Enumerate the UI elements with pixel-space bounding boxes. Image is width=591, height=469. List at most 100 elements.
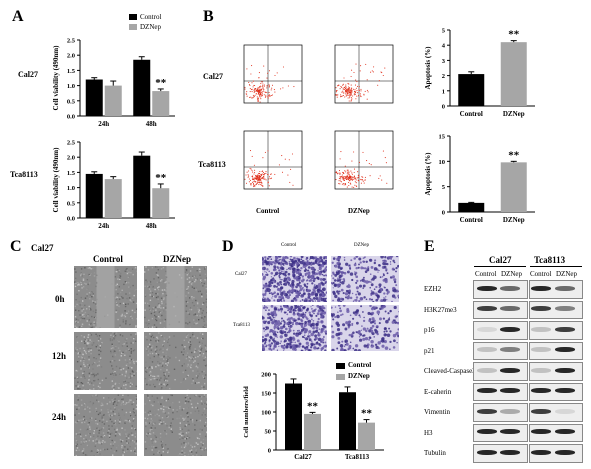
wound-gap xyxy=(96,266,115,328)
y-tick-label: 4 xyxy=(442,43,446,50)
legend-d-swatch-control xyxy=(336,363,345,369)
y-tick-label: 1.0 xyxy=(67,83,75,90)
flow-y-axis xyxy=(327,44,334,104)
y-tick-label: 200 xyxy=(261,372,271,379)
wound-col-control: Control xyxy=(93,254,123,264)
wb-band xyxy=(531,449,551,455)
flow-plot-tca8113-control xyxy=(236,130,303,190)
flow-dots xyxy=(244,150,294,188)
wound-image-12h-dznep xyxy=(144,332,207,390)
wb-band xyxy=(555,408,575,414)
wound-image-12h-control xyxy=(74,332,137,390)
x-tick-label: Tca8113 xyxy=(345,453,370,461)
photo-background xyxy=(144,394,207,456)
y-tick-label: 2.5 xyxy=(67,140,76,147)
wb-band xyxy=(555,429,575,435)
wb-band xyxy=(555,285,575,291)
wb-band xyxy=(500,347,520,353)
y-tick-label: 2.5 xyxy=(67,38,76,45)
x-tick-label: DZNep xyxy=(503,110,525,118)
flow-dots xyxy=(244,65,295,103)
photo-background xyxy=(144,332,207,390)
wb-band xyxy=(477,347,497,353)
cell-texture xyxy=(74,266,137,328)
bar xyxy=(285,383,302,450)
bar xyxy=(152,188,170,218)
flow-y-axis xyxy=(327,130,334,190)
wb-band xyxy=(500,449,520,455)
wound-row-12h: 12h xyxy=(52,351,67,361)
bar xyxy=(500,162,527,212)
y-tick-label: 0 xyxy=(442,104,445,111)
y-tick-label: 5 xyxy=(442,28,446,35)
wb-lane-2: DZNep xyxy=(501,270,522,278)
y-tick-label: 5 xyxy=(442,184,446,191)
wb-group-tca8113: Tca8113 xyxy=(534,255,566,265)
transwell-image-cal27-dznep xyxy=(331,256,399,302)
wound-image-24h-control xyxy=(74,394,137,456)
wound-row-24h: 24h xyxy=(52,412,67,422)
wb-protein-label: p16 xyxy=(424,326,435,334)
cell-texture xyxy=(74,394,137,456)
flow-frame xyxy=(334,130,394,190)
y-tick-label: 0 xyxy=(268,448,271,455)
wb-band xyxy=(555,306,575,312)
wb-protein-label: Tubulin xyxy=(424,449,446,457)
wb-protein-label: H3K27me3 xyxy=(424,305,457,314)
bar xyxy=(133,59,151,116)
y-axis-label: Cell numbers/field xyxy=(243,386,250,438)
wb-protein-label: Cleaved-Caspase3 xyxy=(424,367,476,375)
bar xyxy=(85,173,103,218)
photo-background xyxy=(74,394,137,456)
wb-band xyxy=(531,429,551,435)
y-tick-label: 0.0 xyxy=(67,114,75,121)
wb-band xyxy=(500,367,520,373)
flow-dots xyxy=(335,150,388,188)
flow-y-axis xyxy=(236,130,243,190)
stained-cells xyxy=(262,305,327,351)
wb-band xyxy=(500,306,520,312)
bar xyxy=(152,91,170,116)
y-tick-label: 0 xyxy=(442,210,445,217)
wb-band xyxy=(531,326,551,332)
y-tick-label: 15 xyxy=(439,134,446,141)
y-tick-label: 150 xyxy=(261,391,271,398)
flow-plot-cal27-dznep xyxy=(327,44,394,104)
y-tick-label: 50 xyxy=(265,429,272,436)
wb-band xyxy=(477,367,497,373)
chart-b1-apoptosis-cal27: Apoptosis (%) 0 1 2 3 4 5 Control DZNep ** xyxy=(424,28,535,118)
significance-mark: ** xyxy=(307,400,319,412)
transwell-image-tca8113-control xyxy=(262,305,327,351)
wound-row-0h: 0h xyxy=(55,294,65,304)
wb-blot-strip xyxy=(473,403,528,422)
wb-band xyxy=(500,408,520,414)
wb-band xyxy=(555,388,575,394)
flow-frame xyxy=(334,44,394,104)
transwell-image-tca8113-dznep xyxy=(331,305,399,351)
wb-band xyxy=(477,388,497,394)
wb-lane-4: DZNep xyxy=(556,270,577,278)
wb-band xyxy=(477,408,497,414)
wb-group-line-tca8113 xyxy=(530,266,582,267)
flow-frame xyxy=(243,44,303,104)
legend-d-label-dznep: DZNep xyxy=(348,372,370,380)
wb-blot-strip xyxy=(529,403,583,422)
bar xyxy=(85,79,103,116)
wb-band xyxy=(500,388,520,394)
wb-band xyxy=(555,347,575,353)
legend-swatch-dznep xyxy=(129,24,137,30)
wb-band xyxy=(500,429,520,435)
y-tick-label: 3 xyxy=(442,58,446,65)
x-tick-label: 24h xyxy=(98,222,109,230)
wb-band xyxy=(477,429,497,435)
chart-a2-viability-tca8113: Cell viability (490nm) 0.0 0.5 1.0 1.5 2.0 2.5… xyxy=(52,140,175,230)
wb-lane-1: Control xyxy=(475,270,497,278)
transwell-col-dznep: DZNep xyxy=(354,243,369,248)
wb-band xyxy=(477,326,497,332)
wb-protein-label: EZH2 xyxy=(424,285,442,293)
flow-row-label-cal27: Cal27 xyxy=(203,72,223,81)
flow-plot-cal27-control xyxy=(243,44,303,104)
y-tick-label: 1 xyxy=(442,88,445,95)
wb-band xyxy=(555,326,575,332)
significance-mark: ** xyxy=(508,29,520,41)
